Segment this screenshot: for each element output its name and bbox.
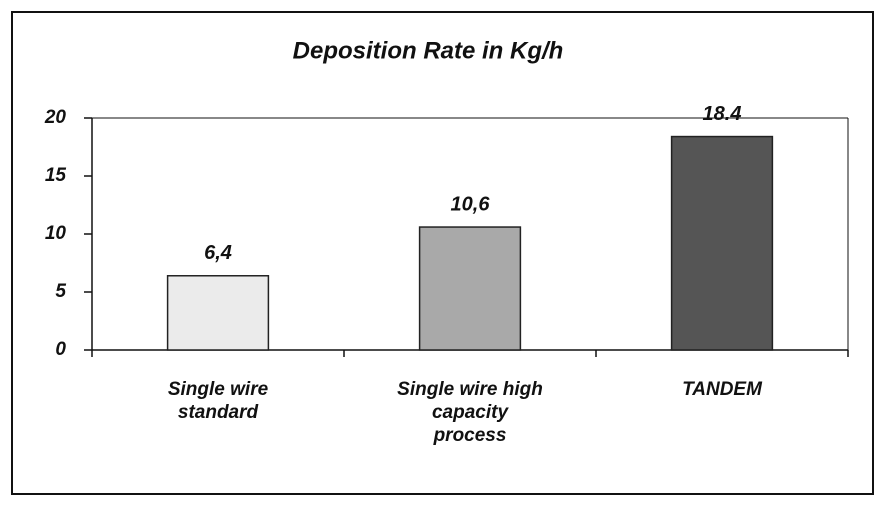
y-tick-label: 15 [45, 165, 67, 186]
value-label: 10,6 [451, 193, 491, 215]
y-tick-label: 5 [55, 281, 66, 302]
x-tick-label: Single wire standard [167, 379, 269, 423]
y-tick-label: 10 [45, 223, 67, 244]
chart-title: Deposition Rate in Kg/h [293, 37, 564, 64]
y-tick-label: 20 [44, 107, 67, 128]
x-tick-label: TANDEM [682, 379, 762, 400]
y-tick-label: 0 [55, 339, 66, 360]
x-tick-label: Single wire high capacity process [397, 379, 543, 446]
value-label: 18.4 [703, 103, 742, 125]
bar [166, 275, 270, 351]
bar [418, 226, 522, 351]
bar [670, 135, 774, 351]
value-label: 6,4 [204, 242, 232, 264]
chart-frame [11, 11, 874, 495]
